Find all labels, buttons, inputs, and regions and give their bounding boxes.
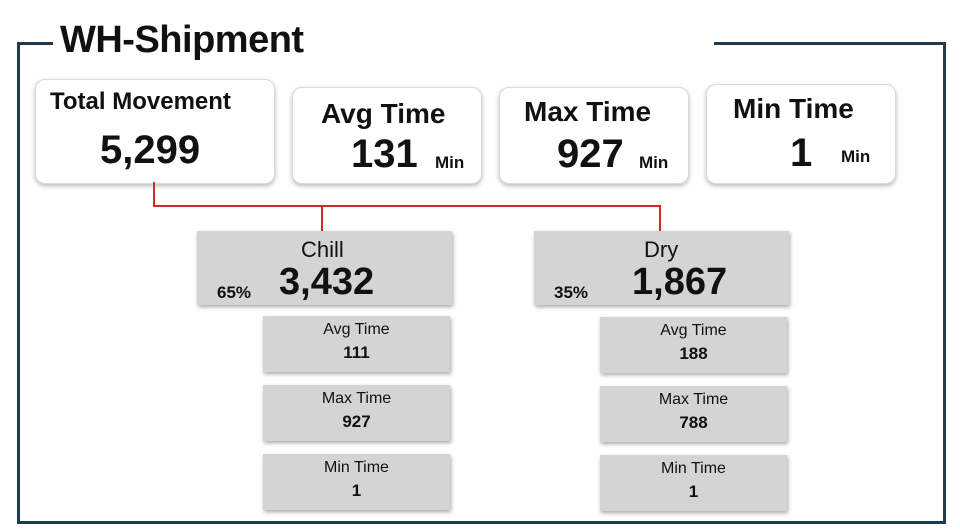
kpi-total-movement: Total Movement 5,299	[35, 79, 275, 184]
category-chill: Chill 65% 3,432	[197, 231, 452, 305]
kpi-max-time: Max Time 927 Min	[499, 87, 689, 184]
kpi-label: Avg Time	[321, 98, 446, 129]
stat-value: 188	[679, 344, 708, 363]
category-dry: Dry 35% 1,867	[534, 231, 789, 305]
category-value: 1,867	[632, 261, 728, 303]
frame-top-left	[17, 42, 53, 45]
kpi-avg-time: Avg Time 131 Min	[292, 87, 482, 184]
frame-right	[943, 42, 946, 524]
stat-label: Max Time	[658, 391, 729, 408]
stat-card-chill-min: Min Time 1	[263, 454, 450, 510]
stat-card-chill-max: Max Time 927	[263, 385, 450, 441]
connector-down	[153, 182, 155, 207]
stat-label: Avg Time	[323, 321, 390, 338]
stat-value: 1	[688, 482, 699, 501]
kpi-value: 5,299	[100, 128, 201, 172]
kpi-value: 927	[557, 132, 624, 176]
kpi-label: Max Time	[524, 96, 652, 127]
stat-label: Min Time	[324, 459, 389, 476]
kpi-min-time: Min Time 1 Min	[706, 84, 896, 184]
stat-value: 111	[343, 343, 370, 362]
kpi-unit: Min	[841, 147, 871, 166]
stat-card-chill-avg: Avg Time 111	[263, 316, 450, 372]
frame-bottom	[17, 521, 946, 524]
connector-horizontal	[153, 205, 661, 207]
category-name: Dry	[644, 237, 679, 262]
stat-label: Max Time	[321, 390, 392, 407]
stat-card-dry-avg: Avg Time 188	[600, 317, 787, 373]
category-percent: 65%	[217, 283, 252, 302]
stat-card-dry-min: Min Time 1	[600, 455, 787, 511]
kpi-label: Min Time	[733, 93, 854, 124]
kpi-label: Total Movement	[50, 88, 231, 115]
frame-top-right	[714, 42, 946, 45]
kpi-unit: Min	[639, 153, 669, 172]
stat-label: Avg Time	[660, 322, 727, 339]
page-title: WH-Shipment	[60, 19, 304, 61]
kpi-value: 131	[351, 132, 418, 176]
stat-value: 927	[342, 412, 371, 431]
stat-label: Min Time	[661, 460, 726, 477]
kpi-unit: Min	[435, 153, 465, 172]
kpi-value: 1	[790, 131, 813, 175]
category-name: Chill	[301, 237, 344, 262]
connector-chill	[321, 205, 323, 231]
category-value: 3,432	[279, 261, 375, 303]
stat-value: 788	[679, 413, 708, 432]
stat-value: 1	[351, 481, 362, 500]
connector-dry	[659, 205, 661, 231]
stat-card-dry-max: Max Time 788	[600, 386, 787, 442]
frame-left	[17, 42, 20, 524]
category-percent: 35%	[554, 283, 589, 302]
